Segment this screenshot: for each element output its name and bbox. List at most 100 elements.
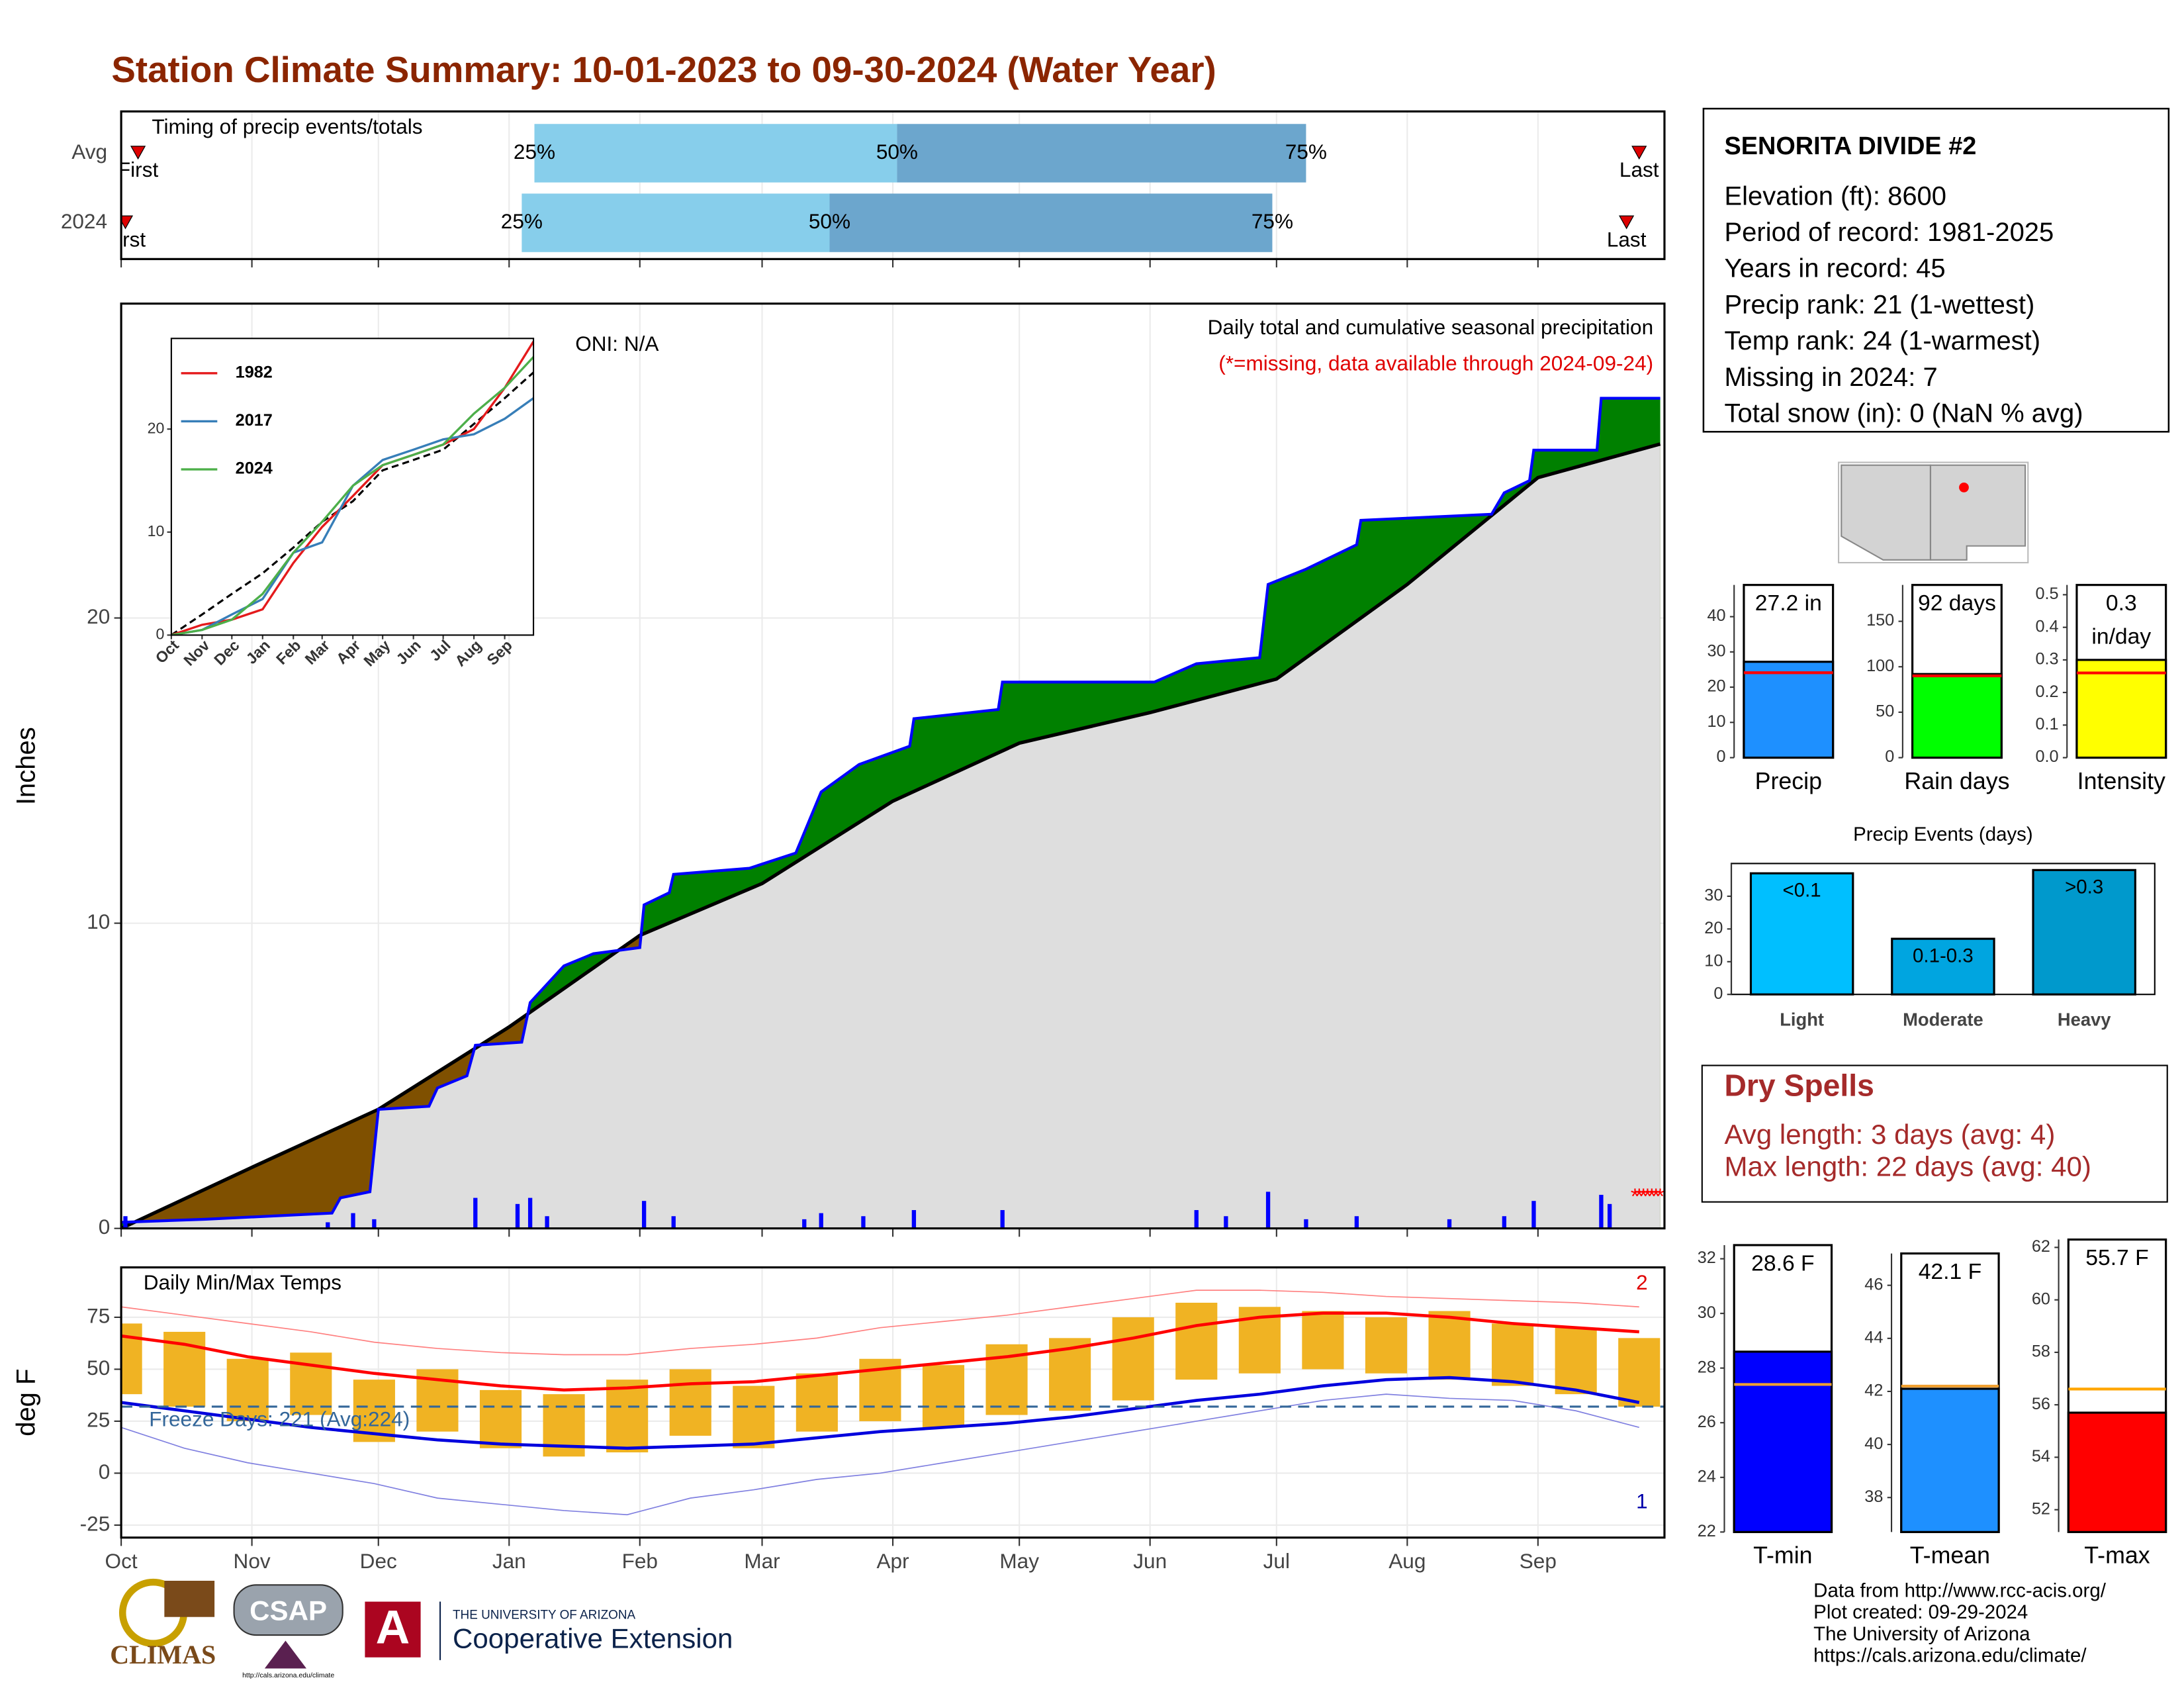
bar	[2075, 659, 2167, 759]
daily-temp-range	[1492, 1323, 1534, 1386]
x-tick-label: Feb	[622, 1549, 658, 1573]
daily-precip-bar	[1354, 1216, 1359, 1229]
station-line: Missing in 2024: 7	[1724, 363, 1937, 392]
freeze-label: Freeze Days: 221 (Avg:224)	[149, 1407, 410, 1430]
y-tick-label: 20	[1707, 677, 1725, 696]
y-tick-label: 0.5	[2035, 585, 2058, 603]
missing-marker: *	[1631, 1184, 1639, 1209]
bar	[1891, 937, 1995, 996]
daily-temp-range	[796, 1373, 838, 1432]
map-state	[1841, 464, 1932, 561]
quartile-label: 50%	[876, 140, 918, 164]
missing-marker: *	[1652, 1184, 1661, 1209]
quartile-label: 75%	[1251, 209, 1293, 233]
inset-lines	[171, 341, 534, 635]
y-tick-label: 10	[1707, 712, 1725, 731]
x-tick-label: Dec	[360, 1549, 397, 1573]
record-low-count: 1	[1636, 1489, 1648, 1513]
category-label: Heavy	[2058, 1009, 2111, 1029]
y-tick-label: 10	[87, 910, 110, 933]
timing-marker	[1619, 215, 1635, 230]
x-tick-label: Sep	[1520, 1549, 1557, 1573]
csap-cloud	[233, 1584, 343, 1636]
page-title: Station Climate Summary: 10-01-2023 to 0…	[111, 49, 1216, 90]
locator-map	[1838, 461, 2029, 564]
y-tick-label: 10	[1704, 951, 1723, 970]
y-tick-label: 50	[1876, 702, 1894, 721]
bar	[1749, 872, 1854, 996]
x-tick-label: May	[999, 1549, 1039, 1573]
y-tick-label: 0	[1717, 747, 1726, 766]
cumulative-line	[121, 397, 1661, 1224]
x-tick-label: Jan	[492, 1549, 526, 1573]
x-tick-label: Jun	[1133, 1549, 1167, 1573]
footer-line: Data from http://www.rcc-acis.org/	[1813, 1580, 2107, 1602]
y-tick-label: 0.1	[2035, 715, 2058, 733]
category-label: T-mean	[1910, 1542, 1990, 1569]
y-tick-label: 10	[148, 522, 165, 539]
y-tick-label: 56	[2032, 1395, 2050, 1413]
station-location	[1959, 483, 1969, 492]
daily-precip-bar	[351, 1213, 355, 1229]
daily-precip-bar	[1000, 1210, 1005, 1229]
y-tick-label: 40	[1707, 606, 1725, 625]
y-tick-label: 52	[2032, 1499, 2050, 1518]
map-state	[1929, 464, 2026, 561]
missing-marker: *	[1656, 1184, 1664, 1209]
missing-marker: *	[1647, 1184, 1656, 1209]
dry-spell-line: Avg length: 3 days (avg: 4)	[1724, 1119, 2055, 1150]
daily-temp-range	[1365, 1317, 1408, 1374]
y-tick-label: 30	[1707, 641, 1725, 660]
y-tick-label: 75	[87, 1303, 110, 1327]
daily-precip-bar	[1502, 1216, 1507, 1229]
daily-temp-range	[669, 1369, 711, 1436]
bar	[1733, 1350, 1833, 1533]
x-tick-label: Oct	[105, 1549, 138, 1573]
station-box	[1702, 107, 2170, 433]
daily-precip-bar	[372, 1219, 377, 1229]
y-tick-label: 20	[87, 604, 110, 628]
x-tick-label: Apr	[876, 1549, 909, 1573]
dry-spells-title: Dry Spells	[1724, 1068, 1874, 1102]
panel-frame	[120, 303, 1666, 1230]
quartile-label: 25%	[501, 209, 543, 233]
logo-text: Cooperative Extension	[453, 1623, 733, 1654]
station-line: Elevation (ft): 8600	[1724, 181, 1946, 211]
daily-precip-bar	[545, 1216, 549, 1229]
missing-marker: *	[1635, 1184, 1643, 1209]
y-tick-label: 26	[1698, 1413, 1716, 1431]
y-tick-label: 24	[1698, 1467, 1716, 1485]
timing-marker-label: Last	[1607, 227, 1647, 251]
y-axis-label: deg F	[12, 1369, 41, 1436]
daily-precip-bar	[819, 1213, 823, 1229]
daily-temp-range	[733, 1385, 775, 1448]
bar-label: <0.1	[1783, 879, 1821, 901]
category-label: Intensity	[2077, 768, 2165, 794]
y-tick-label: 40	[1864, 1434, 1883, 1453]
category-label: Precip	[1755, 768, 1822, 794]
timing-marker-label: First	[118, 158, 159, 181]
category-label: T-max	[2084, 1542, 2150, 1569]
daily-precip-bar	[473, 1197, 478, 1229]
y-tick-label: 22	[1698, 1522, 1716, 1540]
y-tick-label: 0	[1713, 984, 1723, 1003]
logo-text: CLIMAS	[110, 1640, 216, 1669]
series-line	[171, 356, 534, 635]
daily-temp-range	[226, 1358, 269, 1421]
y-tick-label: 60	[2032, 1289, 2050, 1308]
daily-precip-bar	[641, 1201, 647, 1229]
logo-text: http://cals.arizona.edu/climate	[242, 1671, 334, 1679]
y-tick-label: 20	[148, 419, 165, 436]
record-max-line	[121, 1289, 1639, 1356]
category-label: Light	[1780, 1009, 1824, 1029]
climas-icon	[164, 1580, 215, 1617]
row-label: 2024	[61, 209, 107, 233]
value-unit: in/day	[2091, 625, 2151, 649]
bar	[2067, 1411, 2167, 1533]
y-tick-label: 0.2	[2035, 682, 2058, 701]
y-tick-label: 100	[1866, 657, 1894, 675]
chart-title: Precip Events (days)	[1853, 823, 2033, 845]
annotation: Daily total and cumulative seasonal prec…	[1208, 315, 1653, 339]
